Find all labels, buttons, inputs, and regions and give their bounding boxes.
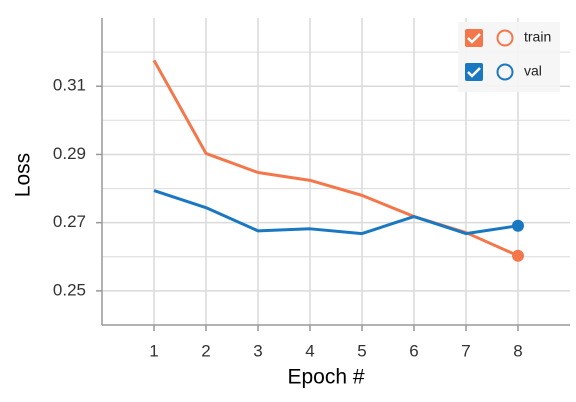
x-tick-label: 8: [513, 341, 522, 360]
legend-item[interactable]: train: [465, 29, 551, 47]
y-axis-label: Loss: [12, 153, 35, 197]
legend-item[interactable]: val: [465, 63, 542, 81]
x-tick-label: 4: [305, 341, 314, 360]
legend-marker: [496, 29, 514, 47]
y-tick-label: 0.25: [53, 280, 86, 299]
checkmark: [467, 67, 481, 78]
y-tick-label: 0.29: [53, 144, 86, 163]
x-tick-label: 6: [409, 341, 418, 360]
legend-marker: [496, 63, 514, 81]
legend-checkbox[interactable]: [465, 29, 483, 47]
last-point: [512, 219, 524, 232]
x-tick-label: 1: [149, 341, 158, 360]
series-line: [153, 189, 519, 236]
last-point: [512, 249, 524, 262]
legend-label: train: [524, 29, 551, 45]
x-tick-label: 3: [253, 341, 262, 360]
y-tick-label: 0.31: [53, 76, 86, 95]
x-tick-label: 2: [201, 341, 210, 360]
legend-label: val: [524, 63, 542, 79]
x-axis-label: Epoch #: [287, 366, 364, 389]
legend: train val: [458, 22, 560, 92]
x-tick-label: 5: [357, 341, 366, 360]
checkmark: [467, 33, 481, 44]
y-tick-label: 0.27: [53, 212, 86, 231]
legend-checkbox[interactable]: [465, 63, 483, 81]
x-tick-label: 7: [461, 341, 470, 360]
